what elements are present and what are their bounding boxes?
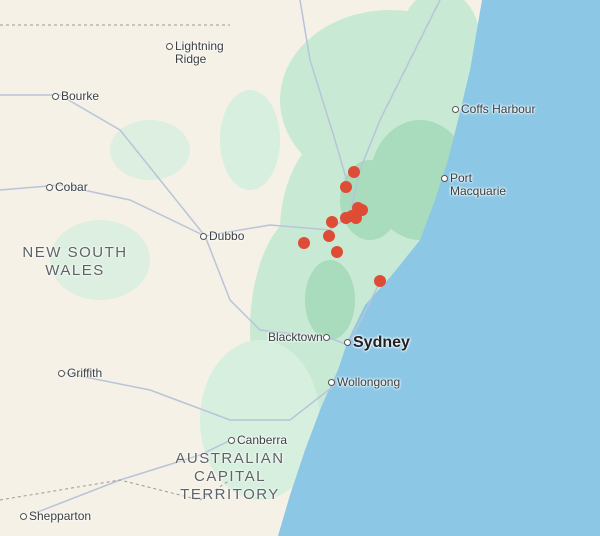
place-label[interactable]: Bourke [52, 90, 99, 103]
place-dot-icon [344, 339, 351, 347]
forest-area [110, 120, 190, 180]
place-dot-icon [52, 93, 59, 101]
map-marker[interactable] [348, 166, 360, 178]
ocean [278, 0, 600, 536]
place-name: Blacktown [268, 330, 323, 344]
place-dot-icon [46, 184, 53, 192]
place-label[interactable]: Cobar [46, 181, 88, 194]
place-name: Sydney [353, 334, 410, 351]
map-marker[interactable] [331, 246, 343, 258]
place-dot-icon [58, 370, 65, 378]
place-name: Lightning Ridge [175, 39, 224, 66]
map-marker[interactable] [323, 230, 335, 242]
place-name: Griffith [67, 366, 103, 380]
place-label[interactable]: Port Macquarie [441, 172, 506, 198]
map-marker[interactable] [374, 275, 386, 287]
place-dot-icon [200, 233, 207, 241]
place-label[interactable]: Dubbo [200, 230, 244, 243]
place-label[interactable]: Lightning Ridge [166, 40, 224, 66]
map-marker[interactable] [340, 212, 352, 224]
place-dot-icon [322, 334, 330, 342]
forest-area [220, 90, 280, 190]
place-name: Canberra [237, 433, 288, 447]
forest-area [50, 220, 150, 300]
place-label[interactable]: Sydney [344, 334, 410, 351]
region-label: AUSTRALIAN CAPITAL TERRITORY [175, 450, 285, 503]
place-label[interactable]: Canberra [228, 434, 287, 447]
place-name: Shepparton [29, 509, 92, 523]
place-label[interactable]: Blacktown [268, 331, 332, 344]
place-name: Coffs Harbour [461, 102, 536, 116]
forest-area [305, 260, 355, 340]
place-dot-icon [441, 175, 448, 183]
forest-area [400, 0, 480, 90]
place-dot-icon [166, 43, 173, 51]
place-name: Cobar [55, 180, 88, 194]
map-marker[interactable] [298, 237, 310, 249]
place-label[interactable]: Griffith [58, 367, 102, 380]
place-dot-icon [228, 437, 235, 445]
place-name: Port Macquarie [450, 171, 507, 198]
place-name: Bourke [61, 89, 100, 103]
place-label[interactable]: Wollongong [328, 376, 400, 389]
place-dot-icon [20, 513, 27, 521]
place-name: Wollongong [337, 375, 401, 389]
place-name: Dubbo [209, 229, 245, 243]
map-marker[interactable] [340, 181, 352, 193]
place-label[interactable]: Shepparton [20, 510, 91, 523]
place-label[interactable]: Coffs Harbour [452, 103, 535, 116]
place-dot-icon [328, 379, 335, 387]
map-marker[interactable] [350, 212, 362, 224]
region-label: NEW SOUTH WALES [22, 244, 128, 279]
place-dot-icon [452, 106, 459, 114]
map-marker[interactable] [326, 216, 338, 228]
